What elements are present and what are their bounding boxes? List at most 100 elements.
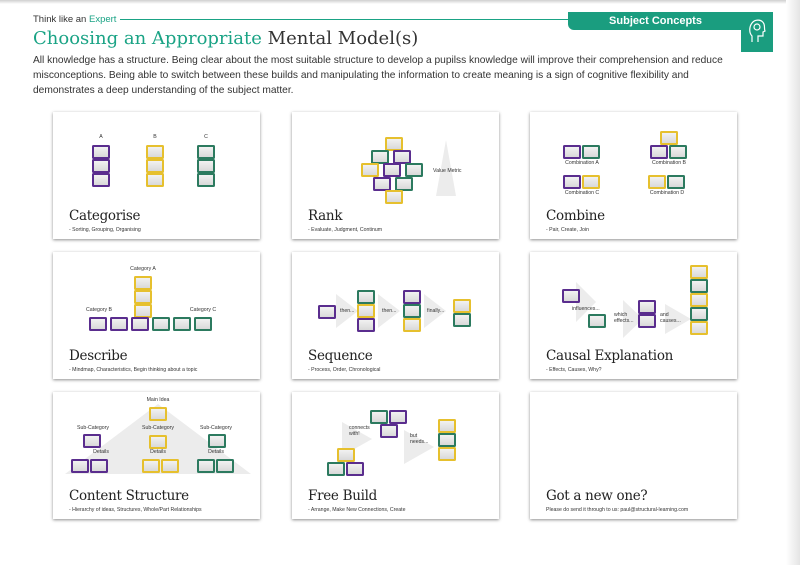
green-block xyxy=(357,290,375,304)
yellow-block xyxy=(337,448,355,462)
arrow-shape xyxy=(404,430,434,464)
title-accent: Choosing an Appropriate xyxy=(33,28,262,49)
diagram-label: connects with! xyxy=(349,425,370,437)
card-title: Combine xyxy=(546,208,605,224)
purple-block xyxy=(393,150,411,164)
yellow-block xyxy=(453,299,471,313)
purple-block xyxy=(110,317,128,331)
card-subtitle: - Sorting, Grouping, Organising xyxy=(69,227,141,233)
yellow-block xyxy=(403,318,421,332)
green-block xyxy=(208,434,226,448)
diagram-label: Combination B xyxy=(651,160,687,166)
yellow-block xyxy=(146,173,164,187)
purple-block xyxy=(389,410,407,424)
card-subtitle: Please do send it through to us: paul@st… xyxy=(546,507,689,513)
eyebrow-prefix: Think like an xyxy=(33,14,87,25)
diagram-label: Value Metric xyxy=(433,168,462,174)
diagram-label: and causes... xyxy=(660,312,681,324)
green-block xyxy=(667,175,685,189)
card-categorise: A B C Categorise - Sorting, Grouping, Organi… xyxy=(53,112,260,239)
green-block xyxy=(669,145,687,159)
arrow-shape xyxy=(424,294,446,328)
purple-block xyxy=(403,290,421,304)
purple-block xyxy=(92,173,110,187)
card-subtitle: - Process, Order, Chronological xyxy=(308,367,381,373)
green-block xyxy=(216,459,234,473)
green-block xyxy=(173,317,191,331)
green-block xyxy=(453,313,471,327)
card-got-a-new-one: Got a new one? Please do send it through … xyxy=(530,392,737,519)
arrow-shape xyxy=(665,304,691,334)
intro-paragraph: All knowledge has a structure. Being cle… xyxy=(33,55,723,96)
diagram-label: Sub-Category xyxy=(199,425,233,431)
card-title: Got a new one? xyxy=(546,488,648,504)
header-rule xyxy=(120,19,570,20)
diagram-label: Details xyxy=(208,449,224,455)
purple-block xyxy=(346,462,364,476)
top-shadow xyxy=(0,0,800,4)
yellow-block xyxy=(361,163,379,177)
triangle-shape xyxy=(436,140,456,196)
diagram-label: B xyxy=(153,134,157,140)
yellow-block xyxy=(690,265,708,279)
arrow-shape xyxy=(336,294,358,328)
diagram-label: finally... xyxy=(427,308,445,314)
green-block xyxy=(197,173,215,187)
green-block xyxy=(194,317,212,331)
card-title: Free Build xyxy=(308,488,377,504)
page-edge xyxy=(786,0,800,565)
yellow-block xyxy=(134,276,152,290)
arrow-shape xyxy=(576,282,596,322)
card-describe: Category A Category B Category C Describe - … xyxy=(53,252,260,379)
card-title: Sequence xyxy=(308,348,373,364)
card-sequence: then... then... finally... Sequence - Proces… xyxy=(292,252,499,379)
green-block xyxy=(152,317,170,331)
yellow-block xyxy=(146,159,164,173)
purple-block xyxy=(563,145,581,159)
purple-block xyxy=(638,314,656,328)
yellow-block xyxy=(438,447,456,461)
green-block xyxy=(403,304,421,318)
purple-block xyxy=(638,300,656,314)
purple-block xyxy=(373,177,391,191)
green-block xyxy=(327,462,345,476)
diagram-label: Combination D xyxy=(649,190,685,196)
diagram-label: A xyxy=(99,134,103,140)
purple-block xyxy=(92,159,110,173)
yellow-block xyxy=(142,459,160,473)
diagram-label: but needs... xyxy=(410,433,429,445)
yellow-block xyxy=(357,304,375,318)
diagram-label: Main Idea xyxy=(146,397,170,403)
yellow-block xyxy=(648,175,666,189)
eyebrow-accent: Expert xyxy=(88,14,117,25)
green-block xyxy=(371,150,389,164)
yellow-block xyxy=(690,293,708,307)
yellow-block xyxy=(134,304,152,318)
green-block xyxy=(405,163,423,177)
eyebrow: Think like an Expert xyxy=(33,14,116,25)
diagram-label: C xyxy=(204,134,208,140)
green-block xyxy=(370,410,388,424)
purple-block xyxy=(562,289,580,303)
card-title: Rank xyxy=(308,208,343,224)
yellow-block xyxy=(582,175,600,189)
diagram-label: Combination A xyxy=(565,160,599,166)
head-brain-badge xyxy=(741,12,773,52)
card-subtitle: - Effects, Causes, Why? xyxy=(546,367,602,373)
yellow-block xyxy=(149,435,167,449)
card-title: Categorise xyxy=(69,208,141,224)
purple-block xyxy=(71,459,89,473)
yellow-block xyxy=(660,131,678,145)
purple-block xyxy=(92,145,110,159)
green-block xyxy=(438,433,456,447)
purple-block xyxy=(563,175,581,189)
diagram-label: influences... xyxy=(572,306,600,312)
card-subtitle: - Hierarchy of ideas, Structures, Whole/… xyxy=(69,507,202,513)
purple-block xyxy=(380,424,398,438)
purple-block xyxy=(83,434,101,448)
green-block xyxy=(197,159,215,173)
purple-block xyxy=(650,145,668,159)
diagram-label: then... xyxy=(382,308,397,314)
green-block xyxy=(588,314,606,328)
purple-block xyxy=(90,459,108,473)
